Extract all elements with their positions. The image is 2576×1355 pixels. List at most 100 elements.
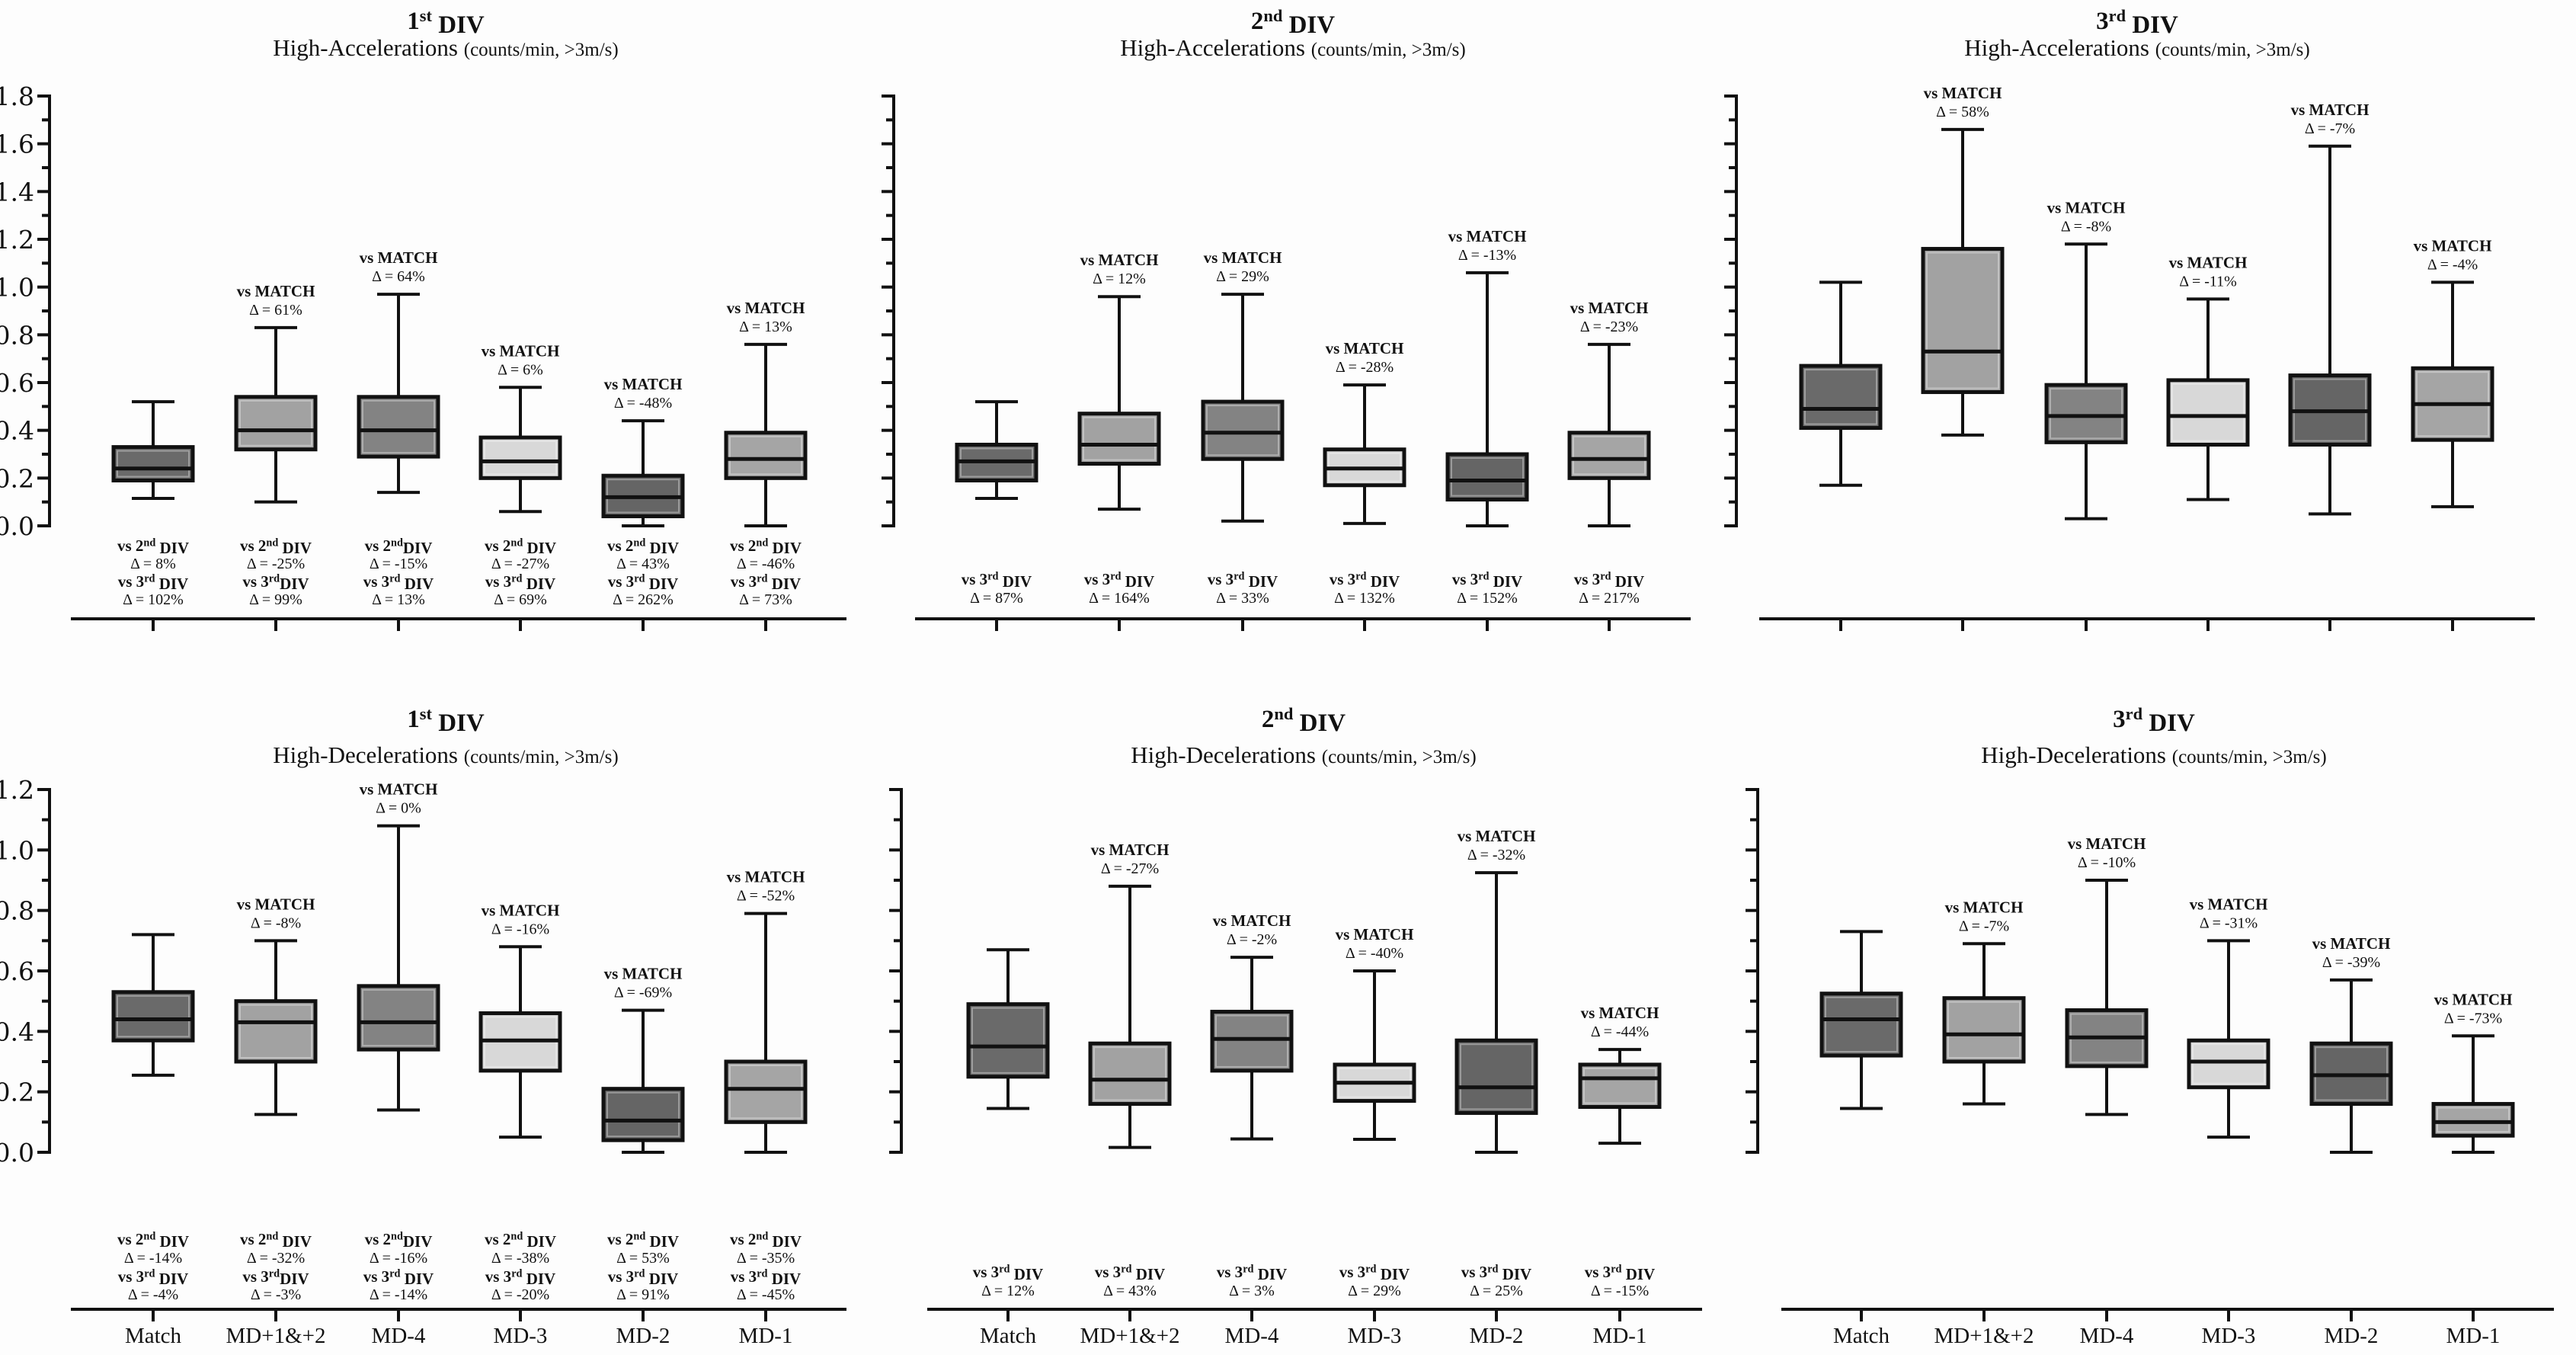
x-axis: Match MD+1&+2 MD-4 MD-3 MD-2 MD-1 — [1781, 1308, 2554, 1348]
division-comparison-delta: Δ = 69% — [494, 591, 547, 608]
division-comparison-delta: Δ = 8% — [130, 556, 176, 572]
x-category-label: Match — [980, 1324, 1037, 1348]
x-category-label: MD-3 — [1348, 1324, 1402, 1348]
vs-match-delta: Δ = 12% — [1093, 271, 1146, 287]
division-comparison-label: vs 3rdDIV — [242, 572, 309, 593]
iqr-box — [2431, 1102, 2515, 1138]
iqr-box-highlight — [1451, 457, 1524, 497]
y-axis: 0.0 0.2 0.4 0.6 0.8 1.0 1.2 — [0, 775, 51, 1168]
vs-match-label: vs MATCH — [1448, 227, 1527, 245]
ordinal-superscript: nd — [143, 1231, 155, 1243]
ordinal-superscript: rd — [269, 1268, 280, 1280]
y-tick-label: 1.2 — [0, 225, 34, 255]
division-comparison-delta: Δ = -32% — [247, 1250, 305, 1267]
ordinal-superscript: rd — [1121, 1264, 1131, 1276]
division-comparison-delta: Δ = -4% — [128, 1286, 178, 1303]
y-tick-label: 1.2 — [0, 775, 34, 805]
vs-match-label: vs MATCH — [2414, 236, 2492, 255]
division-comparison-label: vs 3rd DIV — [608, 1267, 678, 1288]
iqr-box — [234, 999, 318, 1064]
division-comparison-label: vs 3rd DIV — [973, 1263, 1043, 1283]
iqr-box-highlight — [1215, 1014, 1288, 1068]
iqr-box-highlight — [117, 995, 190, 1038]
division-comparison-label: vs 2nd DIV — [607, 1230, 679, 1251]
ordinal-superscript: rd — [511, 1268, 522, 1280]
x-category-label: MD-1 — [1593, 1324, 1647, 1348]
iqr-box-highlight — [362, 988, 435, 1047]
ordinal-superscript: rd — [144, 573, 155, 585]
panel-subtitle: High-Decelerations (counts/min, >3m/s) — [1981, 742, 2326, 768]
division-comparison-delta: Δ = 12% — [981, 1283, 1035, 1299]
iqr-box — [1819, 991, 1903, 1058]
vs-match-delta: Δ = -8% — [2061, 218, 2111, 235]
division-comparison-label: vs 2nd DIV — [117, 537, 189, 557]
division-comparison-delta: Δ = -35% — [737, 1250, 795, 1267]
iqr-box-highlight — [1083, 416, 1156, 461]
x-category-label: MD-4 — [1225, 1324, 1279, 1348]
x-category-label: Match — [125, 1324, 182, 1348]
ordinal-superscript: rd — [634, 573, 645, 585]
y-tick-label: 1.8 — [0, 82, 34, 111]
division-comparison-label: vs 3rd DIV — [608, 572, 678, 593]
y-axis — [889, 788, 903, 1154]
division-comparison-delta: Δ = -14% — [370, 1286, 427, 1303]
division-comparison-delta: Δ = -14% — [124, 1250, 182, 1267]
y-tick-label: 0.8 — [0, 320, 34, 350]
division-comparison-label: vs 2nd DIV — [117, 1230, 189, 1251]
iqr-box — [2044, 383, 2128, 444]
metric-unit: (counts/min, >3m/s) — [464, 747, 619, 767]
division-comparison-delta: Δ = 217% — [1579, 590, 1640, 607]
metric-name: High-Accelerations — [1964, 34, 2155, 61]
vs-match-label: vs MATCH — [604, 375, 683, 393]
division-comparison-label: vs 3rdDIV — [242, 1267, 309, 1288]
division-comparison-label: vs 3rd DIV — [731, 572, 801, 593]
metric-unit: (counts/min, >3m/s) — [1311, 40, 1466, 60]
ordinal-superscript: rd — [634, 1268, 645, 1280]
division-comparison-delta: Δ = 43% — [616, 556, 670, 572]
ordinal-superscript: nd — [1274, 704, 1293, 723]
y-tick-label: 0.8 — [0, 896, 34, 926]
iqr-box — [2166, 378, 2250, 447]
ordinal-superscript: nd — [266, 1231, 278, 1243]
ordinal-superscript: rd — [1110, 571, 1121, 583]
panel-subtitle: High-Accelerations (counts/min, >3m/s) — [1964, 34, 2309, 61]
y-tick-label: 1.0 — [0, 273, 34, 303]
box-plot-md-1: vs MATCH Δ = -73% — [2431, 990, 2515, 1154]
chart-panel-4: 1st DIV High-Decelerations (counts/min, >… — [0, 704, 846, 1348]
vs-match-label: vs MATCH — [2047, 198, 2126, 216]
panel-title: 3rd DIV — [2113, 704, 2195, 737]
ordinal-superscript: nd — [391, 537, 403, 549]
y-tick-label: 0.6 — [0, 956, 34, 986]
iqr-box-highlight — [484, 440, 557, 476]
division-comparison-label: vs 2nd DIV — [730, 1230, 802, 1251]
ordinal-superscript: rd — [269, 573, 280, 585]
vs-match-delta: Δ = -39% — [2322, 954, 2380, 971]
chart-panel-5: 2nd DIV High-Decelerations (counts/min, >… — [889, 704, 1702, 1348]
metric-unit: (counts/min, >3m/s) — [2155, 40, 2310, 60]
ordinal-superscript: nd — [633, 537, 645, 549]
division-comparison-label: vs 3rd DIV — [1452, 570, 1522, 591]
division-comparison-label: vs 2nd DIV — [240, 1230, 312, 1251]
vs-match-label: vs MATCH — [1581, 1004, 1659, 1022]
vs-match-delta: Δ = -48% — [614, 395, 672, 412]
x-category-label: MD-2 — [1470, 1324, 1524, 1348]
vs-match-label: vs MATCH — [1336, 925, 1414, 943]
y-axis: 0.0 0.2 0.4 0.6 0.8 1.0 1.2 1.4 1.6 1.8 — [0, 82, 51, 541]
division-comparison-label: vs 3rd DIV — [485, 572, 555, 593]
vs-match-delta: Δ = -73% — [2444, 1010, 2502, 1027]
division-comparison-delta: Δ = -15% — [1591, 1283, 1649, 1299]
vs-match-delta: Δ = -7% — [2305, 120, 2355, 137]
ordinal-superscript: rd — [1234, 571, 1244, 583]
division-comparison-label: vs 3rd DIV — [363, 572, 434, 593]
iqr-box-highlight — [971, 1007, 1045, 1074]
vs-match-delta: Δ = 0% — [376, 800, 421, 817]
panel-subtitle: High-Accelerations (counts/min, >3m/s) — [273, 34, 618, 61]
